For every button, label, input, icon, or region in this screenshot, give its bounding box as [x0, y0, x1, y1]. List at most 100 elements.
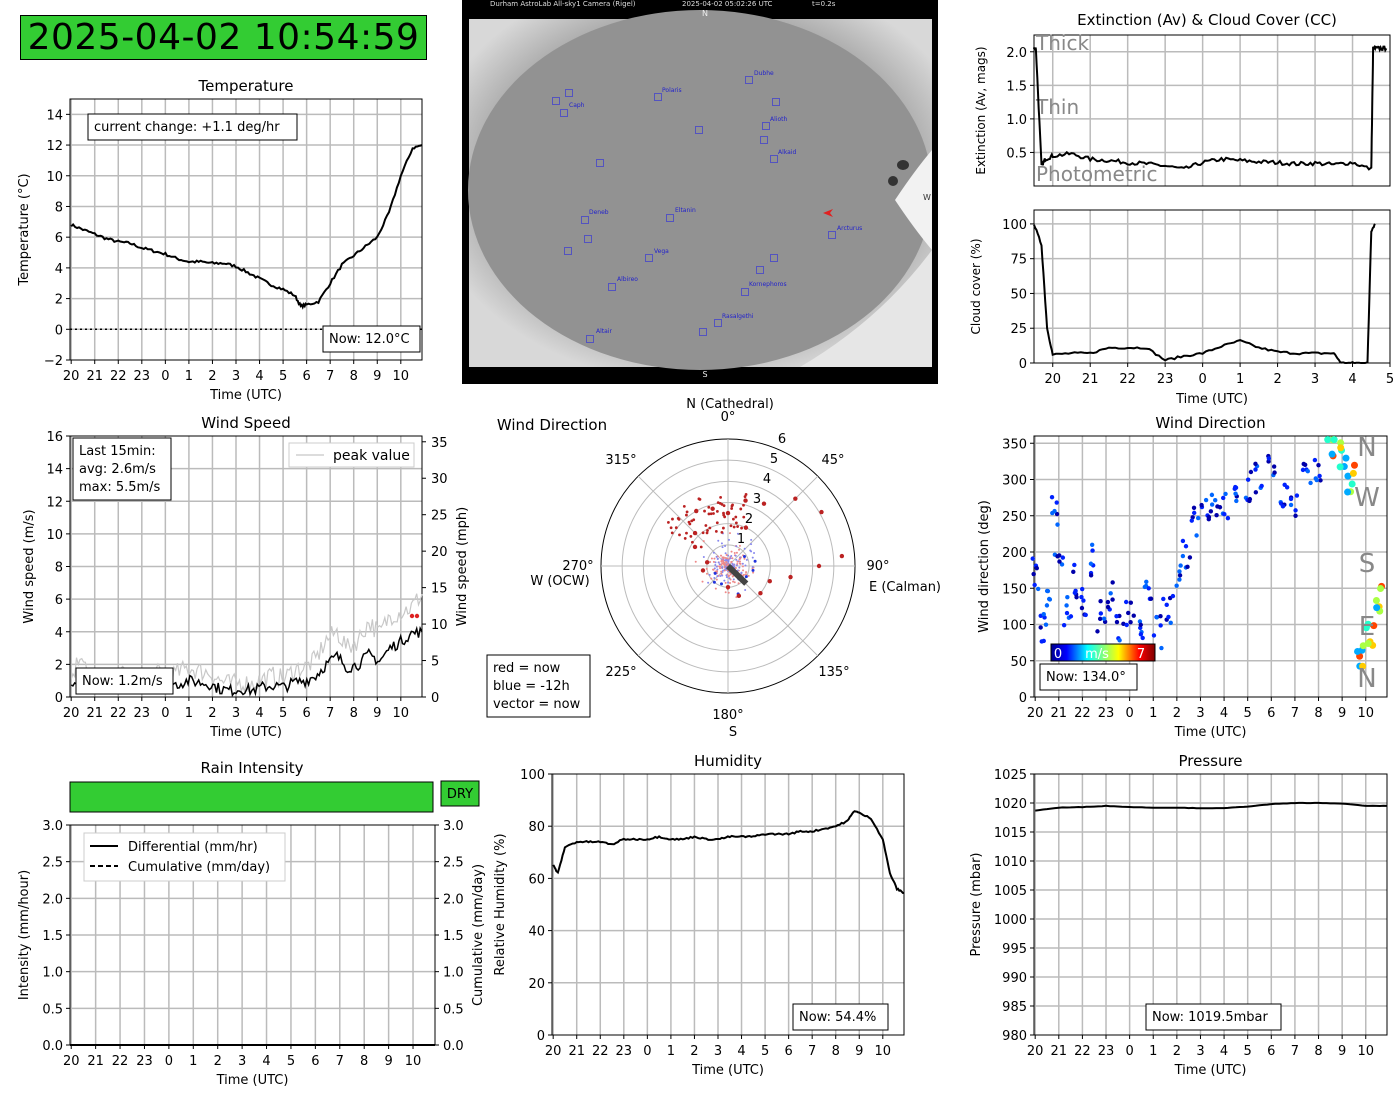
wind-polar-point: [744, 564, 747, 567]
wind-direction-point: [1097, 616, 1103, 622]
wind-direction-time-panel-ytick-label: 150: [1002, 582, 1027, 597]
wind-direction-point: [1038, 625, 1043, 630]
wind-direction-point: [1245, 477, 1251, 482]
cloud-xtick-label: 3: [1311, 372, 1319, 387]
wind-polar-spoke: [637, 475, 729, 567]
allsky-camera-image: Durham AstroLab All-sky1 Camera (Rigel) 2…: [462, 0, 938, 384]
wind-polar-point: [729, 573, 732, 576]
wind-speed-right-tick-label: 25: [431, 509, 448, 524]
wind-polar-point-now: [734, 521, 738, 525]
pressure-panel-xtick-label: 4: [1220, 1044, 1228, 1059]
extinction-ytick-label: 2.0: [1006, 46, 1027, 61]
wind-polar-point: [727, 591, 730, 594]
wind-polar-south-label: S: [729, 725, 737, 740]
wind-direction-point: [1123, 599, 1129, 605]
wind-polar-angle-label: 270°: [562, 559, 593, 574]
temperature-now-label-frame: [322, 325, 421, 353]
wind-polar-point: [727, 581, 730, 584]
temperature-panel-xtick-label: 10: [393, 369, 410, 384]
wind-polar-point-now: [819, 509, 824, 515]
rain-legend-frame: [83, 832, 286, 882]
extinction-frame: [1033, 34, 1391, 187]
wind-direction-point: [1185, 564, 1190, 570]
wind-direction-point: [1350, 461, 1358, 469]
wind-direction-point: [1088, 573, 1094, 578]
wind-polar-point-now: [722, 511, 725, 515]
wind-direction-point: [1223, 491, 1228, 497]
wind-polar-point: [732, 578, 735, 581]
wind-direction-point: [1159, 645, 1164, 651]
wind-direction-time-panel-xtick-label: 9: [1338, 706, 1346, 721]
wind-direction-point: [1151, 633, 1157, 638]
wind-direction-time-panel-xtick-label: 10: [1357, 706, 1374, 721]
wind-direction-point: [1131, 613, 1136, 618]
wind-polar-point-now: [722, 526, 725, 530]
wind-polar-point: [733, 551, 736, 554]
wind-polar-angle-label: 180°: [712, 708, 743, 723]
wind-polar-point: [714, 587, 717, 590]
wind-polar-point: [720, 572, 723, 575]
rain-panel-xtick-label: 7: [336, 1054, 344, 1069]
humidity-panel-xtick-label: 1: [667, 1044, 675, 1059]
wind-direction-point: [1095, 629, 1100, 634]
wind-direction-time-panel-title: Wind Direction: [1155, 414, 1265, 432]
camera-star-label: Eltanin: [675, 207, 696, 214]
camera-star-marker: [770, 254, 778, 262]
humidity-panel-xtick-label: 22: [592, 1044, 609, 1059]
camera-star-marker: [584, 235, 592, 243]
wind-direction-point: [1213, 497, 1218, 503]
wind-polar-key: red = now blue = -12h vector = now: [486, 654, 591, 718]
humidity-panel: 20 21 22 23 0 1 2 3 4 5 6 7 8 9 10100806040200Humidity…: [493, 752, 905, 1078]
wind-polar-point: [722, 569, 725, 572]
wind-polar-point-now: [683, 537, 687, 540]
cloud-ylabel: Cloud cover (%): [969, 238, 983, 334]
pressure-panel-ytick-label: 980: [1002, 1029, 1027, 1044]
wind-polar-point: [723, 569, 726, 572]
wind-polar-point: [713, 557, 716, 560]
wind-speed-legend: peak value: [288, 442, 415, 468]
wind-polar-point: [737, 582, 740, 585]
wind-direction-colorbar-min: 0: [1054, 647, 1062, 662]
temperature-now-label: Now: 12.0°C: [322, 325, 421, 353]
wind-direction-point: [1294, 493, 1300, 498]
temperature-panel-xtick-label: 4: [255, 369, 263, 384]
wind-polar-point: [714, 564, 717, 567]
wind-polar-point: [724, 559, 727, 562]
wind-direction-point: [1305, 469, 1310, 474]
rain-panel-ytick-label: 2.0: [42, 892, 63, 907]
wind-polar-point-now: [688, 522, 692, 526]
rain-panel-xtick-label: 5: [287, 1054, 295, 1069]
wind-polar-title: Wind Direction: [497, 416, 607, 434]
wind-polar-point-now: [715, 521, 719, 525]
extinction-ytick-label: 1.5: [1006, 79, 1027, 94]
camera-star-marker: [552, 97, 560, 105]
wind-polar-point-now: [694, 508, 699, 514]
wind-polar-point-now: [718, 501, 722, 505]
wind-speed-right-tick-label: 5: [431, 655, 439, 670]
wind-polar-point-now: [689, 535, 693, 538]
wind-direction-now-label-frame: [1039, 663, 1138, 691]
wind-speed-panel-title: Wind Speed: [201, 414, 291, 432]
wind-direction-point: [1324, 436, 1332, 444]
temperature-panel-xtick-label: 21: [86, 369, 103, 384]
humidity-now-label-line: Now: 54.4%: [799, 1010, 876, 1025]
wind-polar-point-now: [703, 509, 706, 513]
wind-polar-point: [712, 560, 715, 563]
wind-direction-colorbar-unit: m/s: [1085, 647, 1109, 662]
clock-text: 2025-04-02 10:54:59: [27, 17, 420, 58]
temperature-panel-xtick-label: 6: [302, 369, 310, 384]
wind-speed-stats-line: avg: 2.6m/s: [79, 462, 156, 477]
wind-direction-point: [1253, 461, 1258, 467]
wind-direction-point: [1079, 594, 1084, 600]
wind-polar-point: [717, 561, 720, 564]
wind-direction-time-panel-ytick-label: 50: [1010, 655, 1027, 670]
wind-polar-point: [723, 579, 726, 582]
wind-direction-point: [1308, 480, 1313, 486]
wind-direction-colorbar-max: 7: [1137, 647, 1145, 662]
wind-direction-point: [1164, 602, 1169, 608]
wind-direction-time-panel-xtick-label: 2: [1173, 706, 1181, 721]
wind-polar-point-now: [704, 524, 708, 527]
humidity-panel-title: Humidity: [694, 752, 762, 770]
wind-direction-point: [1313, 476, 1318, 481]
temperature-panel-xtick-label: 3: [232, 369, 240, 384]
